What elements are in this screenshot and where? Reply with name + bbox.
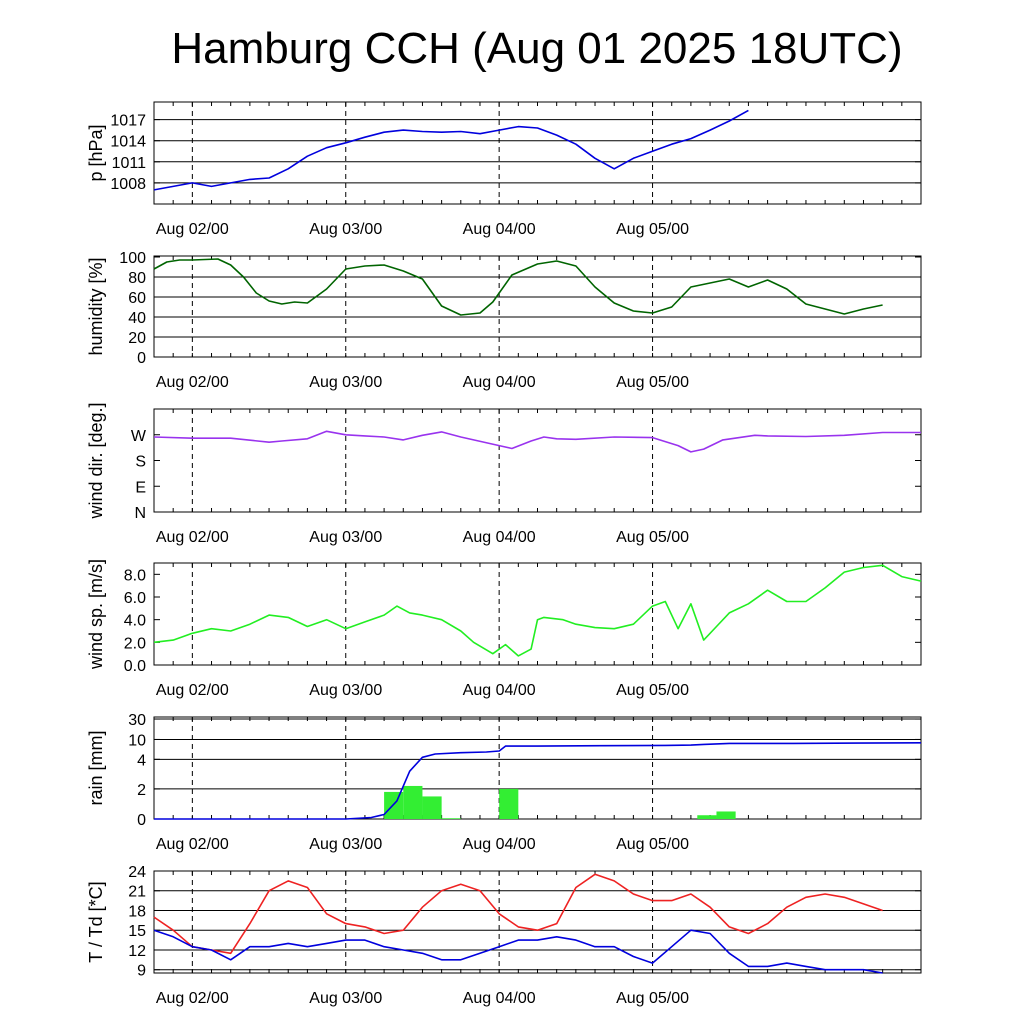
y-tick-label: 1011 [112,155,147,172]
rain-bar [697,815,717,819]
y-tick-label: 8.0 [124,567,146,584]
wind-direction-line [153,430,921,453]
x-tick-label: Aug 04/00 [463,529,536,546]
panel-frame [153,101,922,205]
x-tick-label: Aug 03/00 [309,221,382,238]
x-tick-label: Aug 02/00 [156,682,229,699]
y-tick-label: 1008 [110,176,146,193]
y-axis-label: p [hPa] [86,124,106,181]
x-tick-label: Aug 02/00 [156,836,229,853]
rain-bar [499,788,519,819]
rain-bar [441,818,461,819]
panel-frame [153,870,922,974]
y-tick-label: 40 [128,310,146,327]
panel-5 [153,870,922,974]
y-axis-label: wind dir. [deg.] [86,402,106,519]
y-tick-label: 4 [137,752,146,769]
x-tick-label: Aug 04/00 [463,221,536,238]
y-tick-label: 0 [137,812,146,829]
x-tick-label: Aug 02/00 [156,990,229,1007]
y-tick-label: 0.0 [124,658,146,675]
x-tick-label: Aug 03/00 [309,682,382,699]
y-tick-label: 24 [128,864,146,881]
y-tick-label: 6.0 [124,590,146,607]
panel-frame [153,716,922,820]
x-tick-label: Aug 05/00 [616,836,689,853]
y-axis-label: wind sp. [m/s] [86,559,106,670]
x-tick-label: Aug 03/00 [309,836,382,853]
x-tick-label: Aug 05/00 [616,221,689,238]
y-axis-label: T / Td [*C] [86,881,106,962]
x-tick-label: Aug 03/00 [309,529,382,546]
x-tick-label: Aug 04/00 [463,836,536,853]
x-tick-label: Aug 04/00 [463,682,536,699]
x-tick-label: Aug 05/00 [616,374,689,391]
x-tick-label: Aug 05/00 [616,990,689,1007]
x-tick-label: Aug 03/00 [309,990,382,1007]
y-tick-label: 100 [119,250,146,267]
panel-4 [153,716,922,820]
y-tick-label: 12 [128,943,146,960]
x-tick-label: Aug 02/00 [156,221,229,238]
y-tick-label: 21 [128,884,146,901]
y-tick-label: 1017 [110,113,146,130]
temperature-line [153,873,883,955]
panel-2 [153,408,922,513]
rain-bar [422,796,442,819]
rain-bar [716,811,736,819]
y-tick-label: 18 [128,903,146,920]
wind-speed-line [153,564,922,657]
x-tick-label: Aug 02/00 [156,374,229,391]
rain-cumulative-line [154,742,922,820]
humidity-line [153,258,883,316]
y-tick-label: 0 [137,350,146,367]
panel-frame [153,408,922,513]
panel-frame [153,255,922,358]
y-tick-label: 4.0 [124,613,146,630]
y-tick-label: 9 [137,963,146,980]
panel-frame [153,562,922,666]
chart-title: Hamburg CCH (Aug 01 2025 18UTC) [171,24,903,73]
y-tick-label: E [135,479,146,496]
pressure-line [153,109,749,191]
y-tick-label: 2.0 [124,635,146,652]
y-axis-label: rain [mm] [86,730,106,805]
panel-1 [153,255,922,358]
y-tick-label: 80 [128,270,146,287]
y-axis-label: humidity [%] [86,257,106,355]
x-tick-label: Aug 02/00 [156,529,229,546]
rain-bar [403,785,423,819]
panel-3 [153,562,922,666]
y-tick-label: 15 [128,923,146,940]
dewpoint-line [153,929,883,974]
y-tick-label: 10 [128,732,146,749]
y-tick-label: S [135,454,146,471]
panel-0 [153,101,922,205]
y-tick-label: 2 [137,782,146,799]
y-tick-label: 1014 [110,134,146,151]
x-tick-label: Aug 05/00 [616,529,689,546]
y-tick-label: 60 [128,290,146,307]
x-tick-label: Aug 05/00 [616,682,689,699]
y-tick-label: N [134,505,146,522]
x-tick-label: Aug 03/00 [309,374,382,391]
y-tick-label: 30 [128,712,146,729]
y-tick-label: W [131,428,147,445]
x-tick-label: Aug 04/00 [463,374,536,391]
x-tick-label: Aug 04/00 [463,990,536,1007]
y-tick-label: 20 [128,330,146,347]
